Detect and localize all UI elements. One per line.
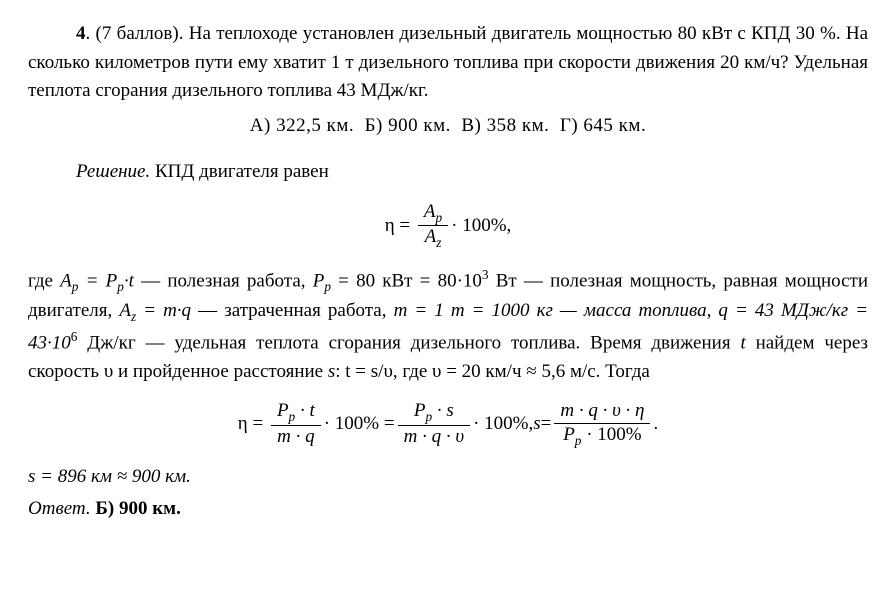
fraction-ps-mqv: Pp · s m · q · υ bbox=[398, 400, 470, 449]
answer-choices: А) 322,5 км. Б) 900 км. В) 358 км. Г) 64… bbox=[28, 112, 868, 141]
fraction-pt-mq: Pp · t m · q bbox=[271, 400, 321, 449]
choice-c: В) 358 км. bbox=[461, 115, 549, 136]
problem-number: 4 bbox=[76, 23, 86, 44]
solution-intro: Решение. КПД двигателя равен bbox=[28, 158, 868, 187]
problem-statement: 4. (7 баллов). На теплоходе установлен д… bbox=[28, 20, 868, 106]
choice-b: Б) 900 км. bbox=[365, 115, 451, 136]
fraction-result: m · q · υ · η Pp · 100% bbox=[554, 400, 650, 449]
final-answer: Ответ. Б) 900 км. bbox=[28, 495, 868, 524]
solution-explanation: где Ap = Pp·t — полезная работа, Pp = 80… bbox=[28, 265, 868, 386]
eta-symbol: η bbox=[385, 212, 395, 241]
numeric-result: s = 896 км ≈ 900 км. bbox=[28, 463, 868, 492]
problem-points: (7 баллов). bbox=[96, 23, 184, 44]
choice-d: Г) 645 км. bbox=[560, 115, 646, 136]
solution-intro-text: КПД двигателя равен bbox=[155, 161, 329, 182]
choice-a: А) 322,5 км. bbox=[250, 115, 354, 136]
solution-heading: Решение. bbox=[76, 161, 150, 182]
fraction-ap-az: Ap Az bbox=[418, 201, 448, 252]
equation-efficiency: η = Ap Az · 100%, bbox=[28, 201, 868, 252]
equation-derivation: η = Pp · t m · q · 100% = Pp · s m · q ·… bbox=[28, 400, 868, 449]
eq1-suffix: · 100%, bbox=[451, 212, 511, 241]
